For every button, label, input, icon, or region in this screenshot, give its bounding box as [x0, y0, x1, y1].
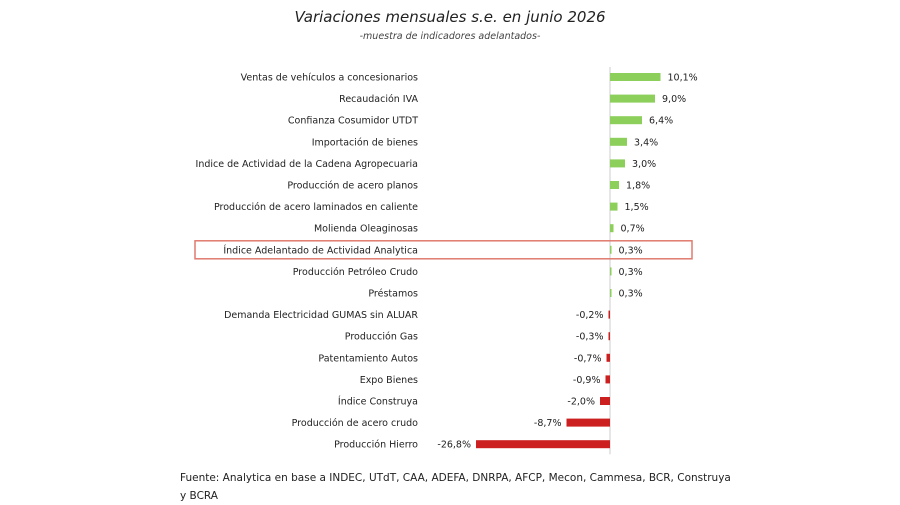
category-label: Patentamiento Autos: [318, 353, 418, 364]
data-label: -26,8%: [437, 440, 471, 451]
data-label: -0,2%: [576, 310, 604, 321]
data-label: 0,3%: [619, 289, 643, 300]
bar: [608, 310, 610, 319]
category-label: Indice de Actividad de la Cadena Agropec…: [196, 159, 418, 170]
bar: [600, 397, 610, 405]
data-label: 1,8%: [626, 181, 650, 192]
bar: [566, 418, 610, 427]
category-label: Expo Bienes: [360, 375, 418, 386]
bar-chart: Ventas de vehículos a concesionarios 10,1…: [194, 67, 698, 455]
category-label: Demanda Electricidad GUMAS sin ALUAR: [224, 310, 418, 321]
bar: [606, 353, 610, 362]
data-label: 0,3%: [619, 245, 643, 256]
category-label: Producción Gas: [345, 332, 418, 343]
bar: [610, 159, 625, 168]
bar: [610, 267, 612, 276]
data-label: -8,7%: [534, 418, 562, 429]
category-label: Producción Petróleo Crudo: [293, 267, 418, 278]
data-label: 6,4%: [649, 116, 673, 127]
bar: [610, 94, 655, 103]
bar: [610, 181, 619, 189]
category-label: Índice Adelantado de Actividad Analytica: [223, 244, 418, 256]
category-label: Ventas de vehículos a concesionarios: [241, 73, 418, 84]
data-label: 1,5%: [625, 202, 649, 213]
bar: [610, 289, 612, 297]
bar: [605, 375, 610, 384]
bar: [476, 440, 610, 449]
category-label: Confianza Cosumidor UTDT: [288, 116, 418, 127]
bar: [610, 137, 627, 146]
bar: [610, 245, 612, 254]
data-label: 0,3%: [619, 267, 643, 278]
bar: [610, 73, 661, 81]
category-label: Molienda Oleaginosas: [314, 224, 418, 235]
category-label: Importación de bienes: [312, 137, 418, 148]
data-label: -0,3%: [576, 332, 604, 343]
data-label: 3,0%: [632, 159, 656, 170]
source-note: Fuente: Analytica en base a INDEC, UTdT,…: [180, 472, 731, 502]
data-label: 0,7%: [621, 224, 645, 235]
category-label: Producción de acero crudo: [292, 418, 419, 429]
bar: [610, 116, 642, 125]
category-label: Producción de acero planos: [287, 181, 418, 192]
category-label: Producción Hierro: [334, 440, 418, 451]
category-label: Índice Construya: [338, 396, 418, 408]
bar: [610, 202, 618, 211]
category-label: Préstamos: [368, 289, 418, 300]
bar: [610, 224, 614, 233]
data-label: 10,1%: [668, 73, 698, 84]
data-label: -0,9%: [573, 375, 601, 386]
chart-subtitle: -muestra de indicadores adelantados-: [359, 31, 541, 42]
data-label: 9,0%: [662, 94, 686, 105]
data-label: -0,7%: [574, 353, 602, 364]
data-label: -2,0%: [567, 397, 595, 408]
chart-title: Variaciones mensuales s.e. en junio 2026: [294, 8, 606, 26]
bar: [608, 332, 610, 341]
category-label: Producción de acero laminados en calient…: [214, 202, 418, 213]
category-label: Recaudación IVA: [339, 94, 418, 105]
highlight-box: [194, 240, 693, 260]
data-label: 3,4%: [634, 137, 658, 148]
